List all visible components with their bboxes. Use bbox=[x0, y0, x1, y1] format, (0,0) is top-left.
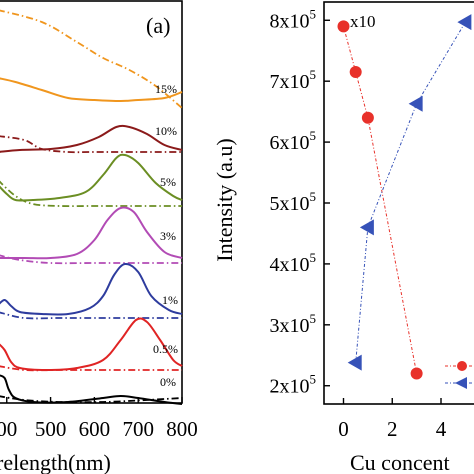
curve-10pct-dashdot bbox=[0, 135, 182, 154]
curve-10pct-solid bbox=[0, 124, 183, 153]
right-y-tick-label: 7x105 bbox=[270, 67, 317, 93]
intensity-series bbox=[337, 14, 474, 389]
left-x-tick-label: 800 bbox=[166, 417, 198, 441]
spectra-panel: 15% 10% 5% 3% 1% 0.5% 0% 00 500 600 700 800 (a) re… bbox=[0, 0, 198, 474]
triangle-point bbox=[408, 95, 423, 112]
curve-5pct-dashdot bbox=[0, 180, 182, 208]
right-y-axis-label: Intensity (a.u) bbox=[212, 138, 237, 261]
label-0pct: 0% bbox=[160, 375, 176, 389]
left-x-tick-label: 700 bbox=[122, 417, 154, 441]
curve-3pct-dashdot bbox=[0, 254, 182, 265]
circle-point bbox=[349, 66, 362, 79]
right-x-tick-label: 4 bbox=[436, 417, 447, 441]
label-5pct: 5% bbox=[160, 175, 176, 189]
right-y-tick-label: 2x105 bbox=[270, 372, 317, 398]
right-y-tick-label: 8x105 bbox=[270, 6, 317, 32]
concentration-labels: 15% 10% 5% 3% 1% 0.5% 0% bbox=[153, 82, 178, 389]
right-x-axis-label: Cu concent bbox=[350, 450, 450, 474]
left-x-tick-label: 500 bbox=[35, 417, 67, 441]
right-x-axis-ticks: 0 2 4 bbox=[338, 398, 447, 441]
curve-15pct-solid bbox=[0, 77, 183, 103]
triangle-point bbox=[359, 219, 374, 236]
series-circle-line bbox=[343, 26, 418, 374]
curve-0pct-dashdot bbox=[0, 395, 183, 404]
panel-label: (a) bbox=[146, 13, 170, 38]
right-y-tick-label: 3x105 bbox=[270, 311, 317, 337]
circle-point bbox=[337, 20, 350, 33]
curve-15pct-dashdot bbox=[0, 9, 183, 109]
left-x-axis-ticks: 00 500 600 700 800 bbox=[0, 397, 198, 441]
label-3pct: 3% bbox=[160, 229, 176, 243]
circle-point bbox=[361, 111, 374, 124]
right-y-axis-ticks: 2x105 3x105 4x105 5x105 6x105 7x105 8x105 bbox=[270, 6, 330, 398]
curve-0p5pct-dashdot bbox=[0, 365, 182, 372]
right-y-tick-label: 4x105 bbox=[270, 250, 317, 276]
left-x-tick-label: 00 bbox=[0, 417, 17, 441]
right-x-tick-label: 2 bbox=[387, 417, 398, 441]
curve-1pct-dashdot bbox=[0, 311, 182, 320]
right-plot-frame bbox=[323, 1, 474, 405]
right-y-tick-label: 5x105 bbox=[270, 189, 317, 215]
curve-5pct-solid bbox=[0, 153, 183, 202]
curve-0p5pct-solid bbox=[0, 317, 183, 372]
curve-1pct-solid bbox=[0, 262, 183, 316]
label-0p5pct: 0.5% bbox=[153, 342, 178, 356]
label-15pct: 15% bbox=[155, 82, 177, 96]
label-1pct: 1% bbox=[162, 293, 178, 307]
legend-triangle-marker bbox=[455, 377, 467, 389]
left-x-axis-label: relength(nm) bbox=[0, 450, 111, 474]
right-y-tick-label: 6x105 bbox=[270, 128, 317, 154]
triangle-point bbox=[457, 14, 472, 31]
curve-0pct-solid bbox=[0, 374, 183, 405]
legend-circle-marker bbox=[457, 361, 467, 371]
triangle-point bbox=[347, 354, 362, 371]
series-triangle-left-line bbox=[355, 21, 466, 363]
curve-3pct-solid bbox=[0, 206, 183, 260]
circle-point bbox=[410, 367, 423, 380]
spectra-curves bbox=[0, 9, 183, 405]
left-x-tick-label: 600 bbox=[79, 417, 111, 441]
annotation-x10: x10 bbox=[350, 12, 376, 31]
right-x-tick-label: 0 bbox=[338, 417, 349, 441]
label-10pct: 10% bbox=[155, 124, 177, 138]
